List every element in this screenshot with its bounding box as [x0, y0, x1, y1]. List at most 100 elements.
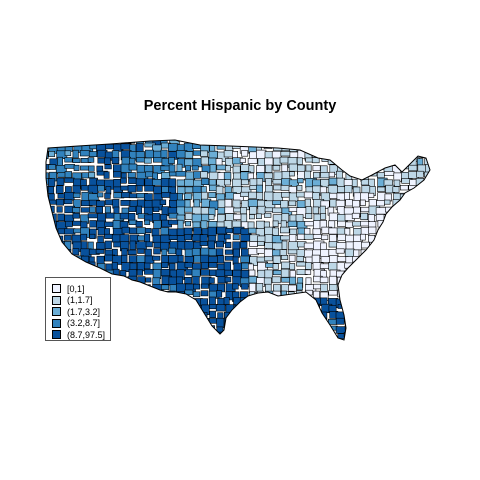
county-cell	[369, 140, 375, 147]
county-cell	[312, 206, 319, 214]
county-cell	[208, 256, 219, 263]
county-cell	[160, 227, 170, 236]
county-cell	[46, 248, 50, 254]
county-cell	[264, 311, 276, 319]
county-cell	[369, 333, 378, 340]
county-cell	[160, 311, 172, 317]
county-cell	[377, 234, 387, 244]
county-cell	[224, 199, 233, 208]
county-cell	[168, 255, 179, 264]
county-cell	[232, 332, 241, 340]
county-cell	[121, 226, 130, 234]
county-cell	[88, 140, 97, 143]
county-cell	[184, 310, 191, 320]
county-cell	[417, 255, 424, 265]
county-cell	[240, 164, 250, 172]
county-cell	[312, 310, 319, 317]
county-cell	[89, 269, 100, 278]
county-cell	[46, 262, 47, 273]
county-cell	[271, 319, 279, 325]
county-cell	[120, 297, 130, 304]
county-cell	[288, 254, 296, 262]
county-cell	[264, 269, 273, 279]
county-cell	[97, 185, 105, 192]
county-cell	[273, 140, 284, 148]
county-cell	[368, 255, 376, 265]
county-cell	[135, 143, 144, 153]
county-cell	[288, 304, 300, 314]
county-cell	[168, 157, 175, 164]
county-cell	[49, 261, 56, 268]
county-cell	[273, 311, 285, 318]
county-cell	[200, 290, 209, 297]
county-cell	[367, 150, 375, 156]
county-cell	[80, 233, 88, 241]
county-cell	[434, 229, 443, 235]
county-cell	[249, 206, 257, 215]
county-cell	[215, 269, 225, 277]
county-cell	[296, 298, 306, 309]
county-cell	[264, 332, 271, 340]
county-cell	[432, 327, 437, 336]
county-cell	[375, 269, 387, 277]
county-cell	[400, 234, 412, 240]
county-cell	[345, 140, 353, 145]
county-cell	[432, 312, 441, 318]
county-cell	[136, 185, 143, 192]
county-cell	[127, 172, 136, 178]
county-cell	[264, 324, 271, 334]
county-cell	[279, 324, 292, 332]
county-cell	[233, 318, 241, 328]
county-cell	[113, 171, 122, 178]
county-cell	[128, 268, 137, 277]
county-cell	[359, 304, 370, 311]
county-cell	[264, 318, 273, 326]
county-cell	[392, 289, 404, 300]
county-cell	[377, 156, 389, 166]
county-cell	[257, 310, 267, 318]
county-cell	[408, 339, 416, 340]
county-cell	[137, 310, 147, 319]
county-cell	[65, 140, 75, 146]
county-cell	[361, 140, 372, 148]
county-cell	[311, 157, 320, 164]
county-cell	[312, 333, 323, 340]
county-cell	[191, 317, 203, 326]
county-cell	[376, 200, 385, 207]
county-cell	[345, 199, 354, 207]
county-cell	[433, 186, 439, 190]
county-cell	[48, 247, 60, 253]
county-cell	[136, 326, 145, 334]
county-cell	[343, 151, 352, 157]
county-cell	[424, 311, 430, 316]
county-cell	[264, 157, 274, 166]
county-cell	[296, 303, 308, 315]
county-cell	[280, 140, 288, 146]
county-cell	[433, 201, 440, 208]
county-cell	[343, 339, 351, 340]
county-cell	[416, 261, 423, 270]
county-cell	[233, 341, 240, 349]
county-cell	[328, 333, 335, 340]
county-cell	[153, 339, 160, 340]
county-cell	[169, 298, 178, 306]
county-cell	[417, 311, 428, 318]
county-cell	[145, 277, 152, 283]
county-cell	[377, 263, 385, 269]
county-cell	[208, 214, 215, 220]
county-cell	[264, 256, 273, 262]
county-cell	[296, 185, 303, 191]
county-cell	[72, 212, 80, 219]
county-cell	[400, 312, 410, 320]
county-cell	[176, 297, 184, 305]
county-cell	[344, 192, 350, 201]
county-cell	[425, 291, 430, 300]
county-cell	[200, 150, 208, 157]
county-cell	[152, 277, 161, 286]
county-cell	[208, 192, 217, 198]
legend-swatch	[52, 318, 61, 328]
county-cell	[352, 298, 364, 307]
county-cell	[433, 207, 439, 214]
county-cell	[223, 140, 235, 143]
